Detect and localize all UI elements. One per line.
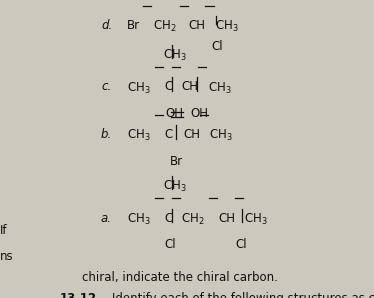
Text: Cl: Cl xyxy=(165,238,176,252)
Text: chiral, indicate the chiral carbon.: chiral, indicate the chiral carbon. xyxy=(82,271,278,284)
Text: a.: a. xyxy=(101,212,112,225)
Text: Cl: Cl xyxy=(211,40,223,53)
Text: OH: OH xyxy=(165,107,183,120)
Text: Br: Br xyxy=(127,19,140,32)
Text: CH$_3$: CH$_3$ xyxy=(244,212,268,227)
Text: CH$_3$: CH$_3$ xyxy=(127,212,151,227)
Text: CH$_3$: CH$_3$ xyxy=(208,80,231,96)
Text: c.: c. xyxy=(101,80,111,94)
Text: C: C xyxy=(165,80,173,94)
Text: CH$_3$: CH$_3$ xyxy=(127,80,151,96)
Text: CH$_2$: CH$_2$ xyxy=(153,19,176,35)
Text: C: C xyxy=(165,128,173,141)
Text: 13.12: 13.12 xyxy=(60,292,97,298)
Text: CH$_3$: CH$_3$ xyxy=(215,19,238,35)
Text: CH: CH xyxy=(181,80,198,94)
Text: b.: b. xyxy=(101,128,112,141)
Text: C: C xyxy=(165,212,173,225)
Text: CH: CH xyxy=(218,212,235,225)
Text: CH$_2$: CH$_2$ xyxy=(181,212,205,227)
Text: CH$_3$: CH$_3$ xyxy=(209,128,233,143)
Text: Cl: Cl xyxy=(236,238,247,252)
Text: CH: CH xyxy=(183,128,200,141)
Text: d.: d. xyxy=(101,19,112,32)
Text: Identify each of the following structures as chiral or achiral. If: Identify each of the following structure… xyxy=(112,292,374,298)
Text: If: If xyxy=(0,224,7,237)
Text: CH: CH xyxy=(189,19,206,32)
Text: CH$_3$: CH$_3$ xyxy=(163,179,187,194)
Text: OH: OH xyxy=(191,107,209,120)
Text: CH$_3$: CH$_3$ xyxy=(127,128,151,143)
Text: CH$_3$: CH$_3$ xyxy=(163,48,187,63)
Text: ns: ns xyxy=(0,250,13,263)
Text: Br: Br xyxy=(170,155,183,168)
